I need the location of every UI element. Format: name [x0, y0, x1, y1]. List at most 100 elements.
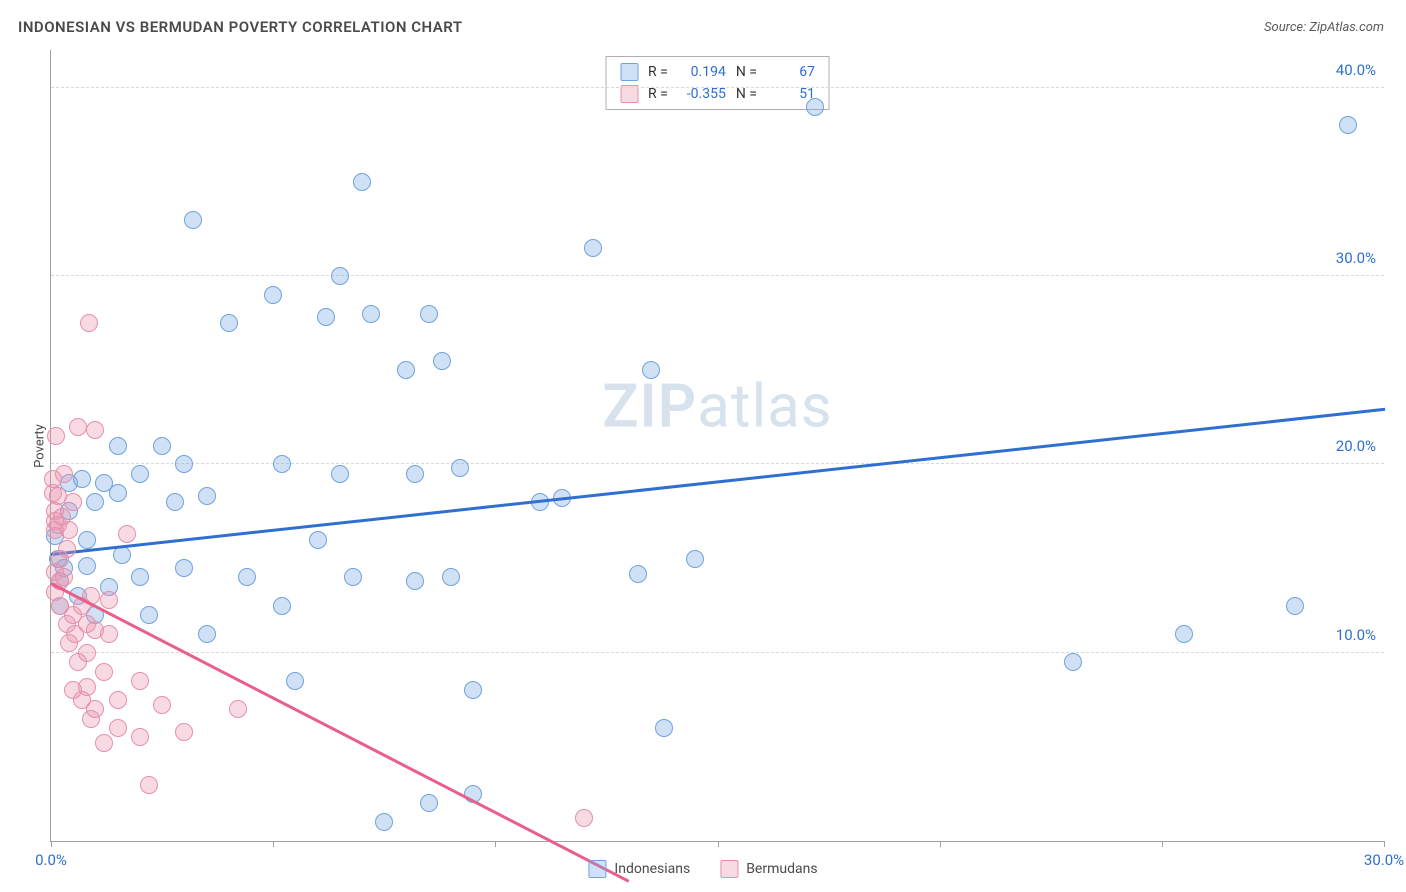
plot-area: ZIPatlas R =0.194N =67R =-0.355N =51 10.… — [50, 50, 1384, 842]
stats-row-indonesians: R = 0.194 N = 67 — [620, 61, 815, 83]
scatter-point-indonesians — [451, 459, 469, 477]
legend-item-bermudans: Bermudans — [720, 860, 817, 878]
scatter-point-bermudans — [131, 728, 149, 746]
scatter-point-bermudans — [86, 421, 104, 439]
swatch-indonesians — [620, 63, 638, 81]
x-tick-mark — [495, 841, 496, 847]
bottom-legend: Indonesians Bermudans — [588, 860, 817, 878]
watermark-bold: ZIP — [602, 370, 697, 441]
scatter-point-bermudans — [78, 678, 96, 696]
watermark-rest: atlas — [697, 370, 832, 441]
scatter-point-indonesians — [397, 361, 415, 379]
n-label: N = — [736, 86, 757, 102]
scatter-point-indonesians — [375, 813, 393, 831]
scatter-point-indonesians — [184, 211, 202, 229]
scatter-point-indonesians — [433, 352, 451, 370]
n-value-indonesians: 67 — [767, 64, 815, 80]
scatter-point-indonesians — [264, 286, 282, 304]
scatter-point-indonesians — [175, 455, 193, 473]
scatter-point-bermudans — [58, 540, 76, 558]
scatter-point-indonesians — [175, 559, 193, 577]
scatter-point-indonesians — [1286, 597, 1304, 615]
scatter-point-indonesians — [642, 361, 660, 379]
scatter-point-indonesians — [78, 531, 96, 549]
swatch-bermudans — [620, 85, 638, 103]
legend-label-bermudans: Bermudans — [746, 861, 817, 877]
scatter-point-indonesians — [131, 568, 149, 586]
scatter-point-indonesians — [331, 267, 349, 285]
scatter-point-indonesians — [629, 565, 647, 583]
scatter-point-bermudans — [100, 591, 118, 609]
legend-swatch-bermudans — [720, 860, 738, 878]
scatter-point-bermudans — [229, 700, 247, 718]
scatter-point-indonesians — [464, 681, 482, 699]
y-tick-label: 30.0% — [1336, 249, 1376, 267]
scatter-point-indonesians — [806, 98, 824, 116]
watermark: ZIPatlas — [602, 370, 833, 441]
scatter-point-indonesians — [406, 465, 424, 483]
scatter-point-indonesians — [655, 719, 673, 737]
n-label: N = — [736, 64, 757, 80]
scatter-point-indonesians — [153, 437, 171, 455]
r-label: R = — [648, 86, 668, 102]
scatter-point-indonesians — [362, 305, 380, 323]
chart-container: INDONESIAN VS BERMUDAN POVERTY CORRELATI… — [0, 0, 1406, 892]
scatter-point-indonesians — [420, 305, 438, 323]
scatter-point-bermudans — [118, 525, 136, 543]
scatter-point-bermudans — [100, 625, 118, 643]
scatter-point-indonesians — [238, 568, 256, 586]
scatter-point-indonesians — [353, 173, 371, 191]
scatter-point-bermudans — [78, 644, 96, 662]
scatter-point-indonesians — [198, 487, 216, 505]
scatter-point-bermudans — [64, 493, 82, 511]
scatter-point-indonesians — [406, 572, 424, 590]
scatter-point-bermudans — [55, 465, 73, 483]
legend-item-indonesians: Indonesians — [588, 860, 690, 878]
scatter-point-indonesians — [1064, 653, 1082, 671]
scatter-point-bermudans — [60, 521, 78, 539]
scatter-point-indonesians — [286, 672, 304, 690]
x-tick-mark — [1384, 841, 1385, 847]
scatter-point-bermudans — [109, 691, 127, 709]
scatter-point-indonesians — [1339, 116, 1357, 134]
gridline — [51, 275, 1384, 276]
scatter-point-indonesians — [1175, 625, 1193, 643]
scatter-point-indonesians — [220, 314, 238, 332]
scatter-point-indonesians — [686, 550, 704, 568]
scatter-point-bermudans — [47, 427, 65, 445]
scatter-point-bermudans — [80, 314, 98, 332]
scatter-point-indonesians — [442, 568, 460, 586]
x-tick-label: 30.0% — [1364, 851, 1404, 869]
x-tick-mark — [273, 841, 274, 847]
scatter-point-bermudans — [153, 696, 171, 714]
scatter-point-indonesians — [78, 557, 96, 575]
r-value-indonesians: 0.194 — [678, 64, 726, 80]
scatter-point-indonesians — [584, 239, 602, 257]
x-tick-mark — [51, 841, 52, 847]
scatter-point-indonesians — [131, 465, 149, 483]
x-tick-label: 0.0% — [35, 851, 67, 869]
r-label: R = — [648, 64, 668, 80]
scatter-point-bermudans — [575, 809, 593, 827]
scatter-point-indonesians — [317, 308, 335, 326]
scatter-point-bermudans — [55, 568, 73, 586]
y-tick-label: 20.0% — [1336, 437, 1376, 455]
source-label: Source: ZipAtlas.com — [1264, 20, 1384, 35]
scatter-point-bermudans — [69, 418, 87, 436]
scatter-point-indonesians — [309, 531, 327, 549]
x-tick-mark — [940, 841, 941, 847]
r-value-bermudans: -0.355 — [678, 86, 726, 102]
legend-swatch-indonesians — [588, 860, 606, 878]
correlation-stats-box: R =0.194N =67R =-0.355N =51 — [605, 56, 830, 110]
gridline — [51, 652, 1384, 653]
scatter-point-indonesians — [198, 625, 216, 643]
scatter-point-bermudans — [175, 723, 193, 741]
legend-label-indonesians: Indonesians — [614, 861, 690, 877]
x-tick-mark — [718, 841, 719, 847]
scatter-point-indonesians — [166, 493, 184, 511]
gridline — [51, 463, 1384, 464]
chart-title: INDONESIAN VS BERMUDAN POVERTY CORRELATI… — [18, 18, 463, 36]
gridline — [51, 87, 1384, 88]
y-tick-label: 40.0% — [1336, 61, 1376, 79]
scatter-point-indonesians — [140, 606, 158, 624]
